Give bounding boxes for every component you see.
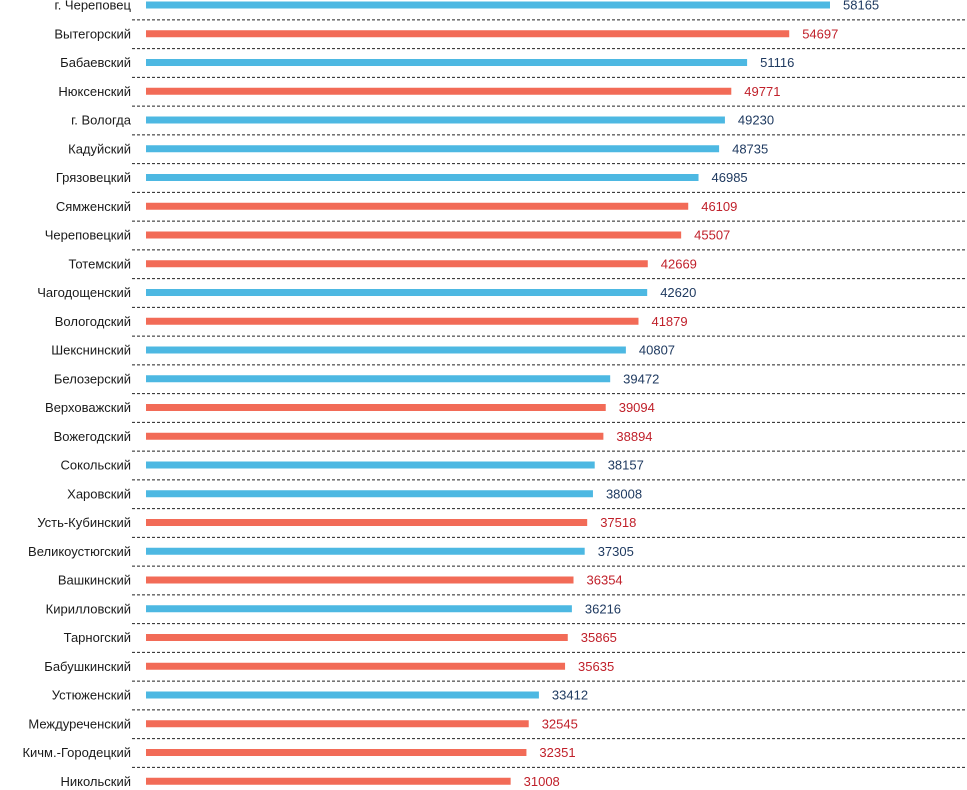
value-label: 33412 <box>552 688 588 703</box>
category-label: Вытегорский <box>54 26 131 41</box>
value-label: 42620 <box>660 285 696 300</box>
bar <box>146 605 572 613</box>
category-label: Нюксенский <box>58 84 131 99</box>
value-label: 39472 <box>623 371 659 386</box>
value-label: 32351 <box>539 745 575 760</box>
bar <box>146 547 585 555</box>
category-label: Чагодощенский <box>37 285 131 300</box>
value-label: 36216 <box>585 601 621 616</box>
category-label: Усть-Кубинский <box>37 515 131 530</box>
bar <box>146 432 604 440</box>
category-label: Бабушкинский <box>44 659 131 674</box>
category-label: Белозерский <box>54 371 131 386</box>
bar <box>146 202 689 210</box>
value-label: 54697 <box>802 26 838 41</box>
value-label: 49230 <box>738 113 774 128</box>
category-label: г. Череповец <box>55 0 132 13</box>
category-label: Вашкинский <box>58 573 131 588</box>
value-label: 38008 <box>606 486 642 501</box>
bar <box>146 691 539 699</box>
category-label: Вожегодский <box>54 429 131 444</box>
category-label: Тотемский <box>68 256 131 271</box>
value-label: 39094 <box>619 400 655 415</box>
bar <box>146 404 606 411</box>
category-label: Кадуйский <box>68 141 131 156</box>
bar <box>146 87 732 95</box>
bar <box>146 375 611 383</box>
value-label: 32545 <box>542 716 578 731</box>
bar <box>146 490 593 498</box>
bar <box>146 174 699 181</box>
category-label: Сокольский <box>61 458 131 473</box>
bar <box>146 116 725 124</box>
category-label: Сямженский <box>56 199 131 214</box>
value-label: 58165 <box>843 0 879 13</box>
category-label: Харовский <box>67 486 131 501</box>
bar <box>146 145 720 153</box>
bar <box>146 749 527 756</box>
bar <box>146 634 568 641</box>
category-label: Шекснинский <box>51 343 131 358</box>
bar <box>146 662 566 670</box>
value-label: 38894 <box>616 429 652 444</box>
value-label: 40807 <box>639 343 675 358</box>
category-label: г. Вологда <box>71 113 132 128</box>
value-label: 35865 <box>581 630 617 645</box>
value-label: 46985 <box>712 170 748 185</box>
bar <box>146 260 648 268</box>
category-label: Междуреченский <box>28 716 131 731</box>
category-label: Устюженский <box>52 688 131 703</box>
value-label: 35635 <box>578 659 614 674</box>
category-label: Кичм.-Городецкий <box>22 745 131 760</box>
value-label: 31008 <box>524 774 560 789</box>
value-label: 51116 <box>760 55 794 70</box>
value-label: 37305 <box>598 544 634 559</box>
category-label: Кирилловский <box>46 601 131 616</box>
bar <box>146 317 639 325</box>
value-label: 49771 <box>744 84 780 99</box>
value-label: 48735 <box>732 141 768 156</box>
value-label: 37518 <box>600 515 636 530</box>
value-label: 38157 <box>608 458 644 473</box>
category-label: Бабаевский <box>60 55 131 70</box>
category-label: Тарногский <box>64 630 131 645</box>
category-label: Грязовецкий <box>56 170 131 185</box>
bar <box>146 519 588 526</box>
value-label: 46109 <box>701 199 737 214</box>
value-label: 36354 <box>587 573 623 588</box>
category-label: Вологодский <box>55 314 131 329</box>
bar <box>146 720 529 728</box>
bar <box>146 59 748 66</box>
category-label: Верховажский <box>45 400 131 415</box>
category-label: Череповецкий <box>45 228 131 243</box>
value-label: 42669 <box>661 256 697 271</box>
bar <box>146 30 790 38</box>
bar <box>146 346 626 354</box>
bar <box>146 1 830 9</box>
bar <box>146 777 511 785</box>
value-label: 41879 <box>651 314 687 329</box>
category-label: Никольский <box>61 774 132 789</box>
category-label: Великоустюгский <box>28 544 131 559</box>
bar <box>146 461 595 469</box>
bar <box>146 576 574 584</box>
bar <box>146 231 682 239</box>
value-label: 45507 <box>694 228 730 243</box>
bar <box>146 289 648 296</box>
